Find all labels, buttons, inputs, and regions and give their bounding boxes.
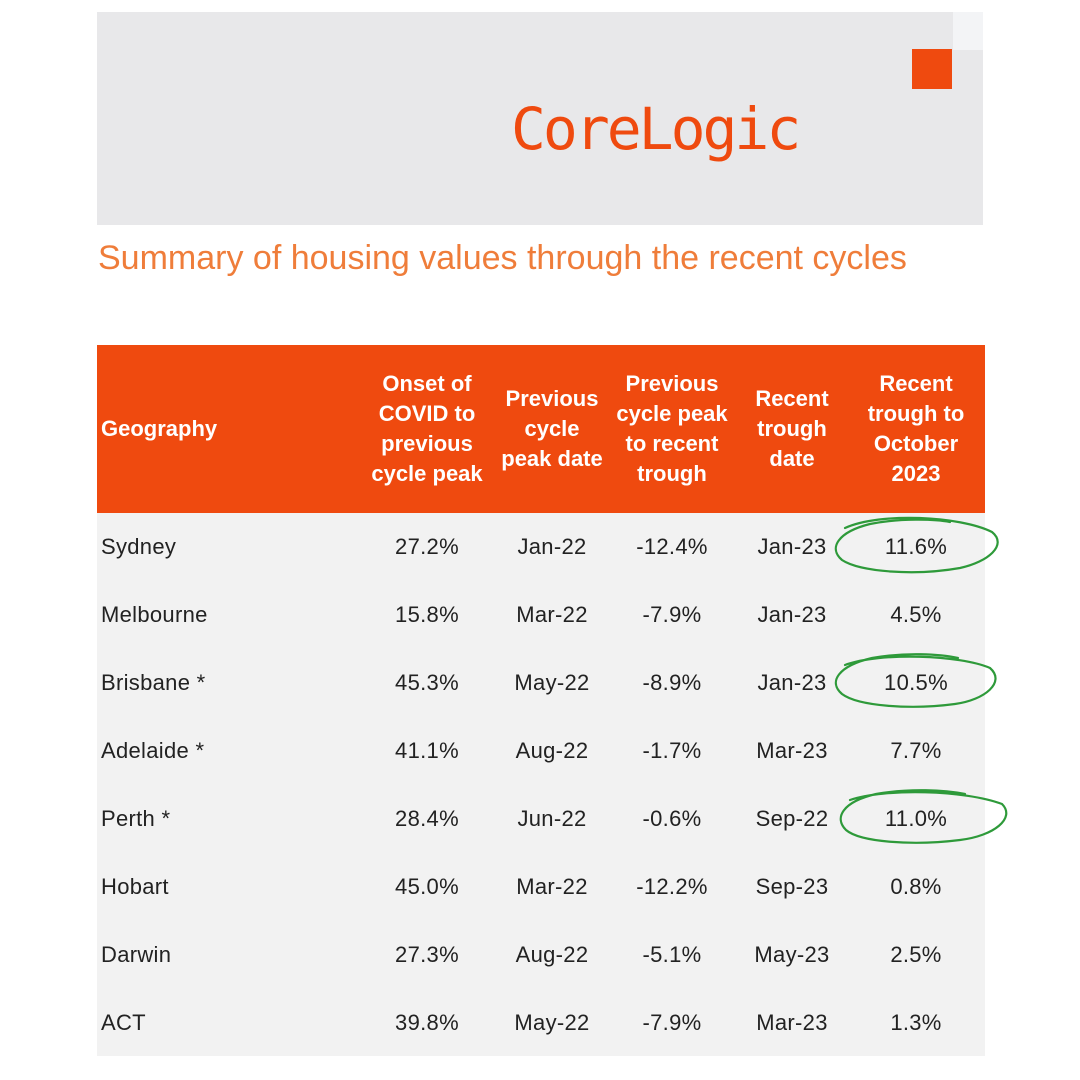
cell-onset-to-peak: 41.1% — [395, 738, 459, 763]
cell-trough-date: Mar-23 — [756, 738, 828, 763]
summary-table: Geography Onset of COVID to previous cyc… — [97, 345, 985, 1056]
table-row: ACT 39.8% May-22 -7.9% Mar-23 1.3% — [97, 989, 985, 1057]
cell-peak-date: May-22 — [514, 670, 590, 695]
cell-trough-date: Mar-23 — [756, 1010, 828, 1035]
column-header-geography: Geography — [101, 416, 218, 441]
header-banner: CoreLogic — [97, 12, 983, 225]
corelogic-logo: CoreLogic — [511, 95, 801, 163]
cell-geography: Melbourne — [101, 602, 208, 627]
cell-onset-to-peak: 15.8% — [395, 602, 459, 627]
cell-trough-to-oct-2023: 4.5% — [890, 602, 942, 627]
column-header-onset-to-peak: Onset of COVID to previous cycle peak — [371, 371, 483, 486]
cell-trough-date: Jan-23 — [757, 670, 827, 695]
cell-trough-date: Sep-22 — [755, 806, 829, 831]
table-header-row: Geography Onset of COVID to previous cyc… — [97, 345, 985, 513]
table-row: Perth * 28.4% Jun-22 -0.6% Sep-22 11.0% — [97, 785, 985, 853]
banner-corner-square — [953, 12, 983, 50]
accent-square — [912, 49, 952, 89]
table-row: Darwin 27.3% Aug-22 -5.1% May-23 2.5% — [97, 921, 985, 989]
cell-geography: Perth * — [101, 806, 171, 831]
cell-onset-to-peak: 27.2% — [395, 534, 459, 559]
cell-geography: Hobart — [101, 874, 169, 899]
cell-trough-date: May-23 — [754, 942, 830, 967]
cell-trough-to-oct-2023: 0.8% — [890, 874, 942, 899]
table-row: Adelaide * 41.1% Aug-22 -1.7% Mar-23 7.7% — [97, 717, 985, 785]
cell-peak-to-trough: -12.4% — [636, 534, 708, 559]
cell-trough-to-oct-2023: 10.5% — [884, 670, 948, 695]
cell-peak-to-trough: -7.9% — [642, 602, 702, 627]
table-row: Sydney 27.2% Jan-22 -12.4% Jan-23 11.6% — [97, 513, 985, 581]
cell-trough-date: Jan-23 — [757, 602, 827, 627]
cell-trough-date: Jan-23 — [757, 534, 827, 559]
table-row: Melbourne 15.8% Mar-22 -7.9% Jan-23 4.5% — [97, 581, 985, 649]
cell-onset-to-peak: 27.3% — [395, 942, 459, 967]
cell-peak-date: May-22 — [514, 1010, 590, 1035]
cell-peak-date: Mar-22 — [516, 874, 588, 899]
cell-peak-to-trough: -1.7% — [642, 738, 702, 763]
page-title: Summary of housing values through the re… — [98, 239, 907, 277]
column-header-trough-date: Recent trough date — [755, 386, 829, 471]
cell-onset-to-peak: 39.8% — [395, 1010, 459, 1035]
table-row: Hobart 45.0% Mar-22 -12.2% Sep-23 0.8% — [97, 853, 985, 921]
column-header-peak-to-trough: Previous cycle peak to recent trough — [616, 371, 728, 486]
column-header-peak-date: Previous cycle peak date — [501, 386, 603, 471]
cell-onset-to-peak: 45.0% — [395, 874, 459, 899]
cell-trough-to-oct-2023: 11.6% — [884, 534, 948, 559]
cell-geography: Sydney — [101, 534, 177, 559]
cell-peak-date: Mar-22 — [516, 602, 588, 627]
cell-trough-to-oct-2023: 7.7% — [890, 738, 942, 763]
cell-geography: Darwin — [101, 942, 172, 967]
cell-geography: Adelaide * — [101, 738, 205, 763]
cell-peak-to-trough: -7.9% — [642, 1010, 702, 1035]
cell-onset-to-peak: 45.3% — [395, 670, 459, 695]
cell-geography: Brisbane * — [101, 670, 206, 695]
table-row: Brisbane * 45.3% May-22 -8.9% Jan-23 10.5% — [97, 649, 985, 717]
cell-peak-date: Jun-22 — [517, 806, 587, 831]
cell-peak-date: Jan-22 — [517, 534, 587, 559]
cell-onset-to-peak: 28.4% — [395, 806, 459, 831]
cell-geography: ACT — [101, 1010, 146, 1035]
cell-peak-to-trough: -0.6% — [642, 806, 702, 831]
cell-trough-to-oct-2023: 1.3% — [890, 1010, 942, 1035]
cell-trough-to-oct-2023: 11.0% — [884, 806, 948, 831]
cell-peak-date: Aug-22 — [515, 942, 589, 967]
column-header-trough-to-oct-2023: Recent trough to October 2023 — [867, 371, 965, 486]
cell-trough-date: Sep-23 — [755, 874, 829, 899]
cell-peak-to-trough: -5.1% — [642, 942, 702, 967]
cell-peak-to-trough: -12.2% — [636, 874, 708, 899]
cell-peak-to-trough: -8.9% — [642, 670, 702, 695]
cell-peak-date: Aug-22 — [515, 738, 589, 763]
cell-trough-to-oct-2023: 2.5% — [890, 942, 942, 967]
